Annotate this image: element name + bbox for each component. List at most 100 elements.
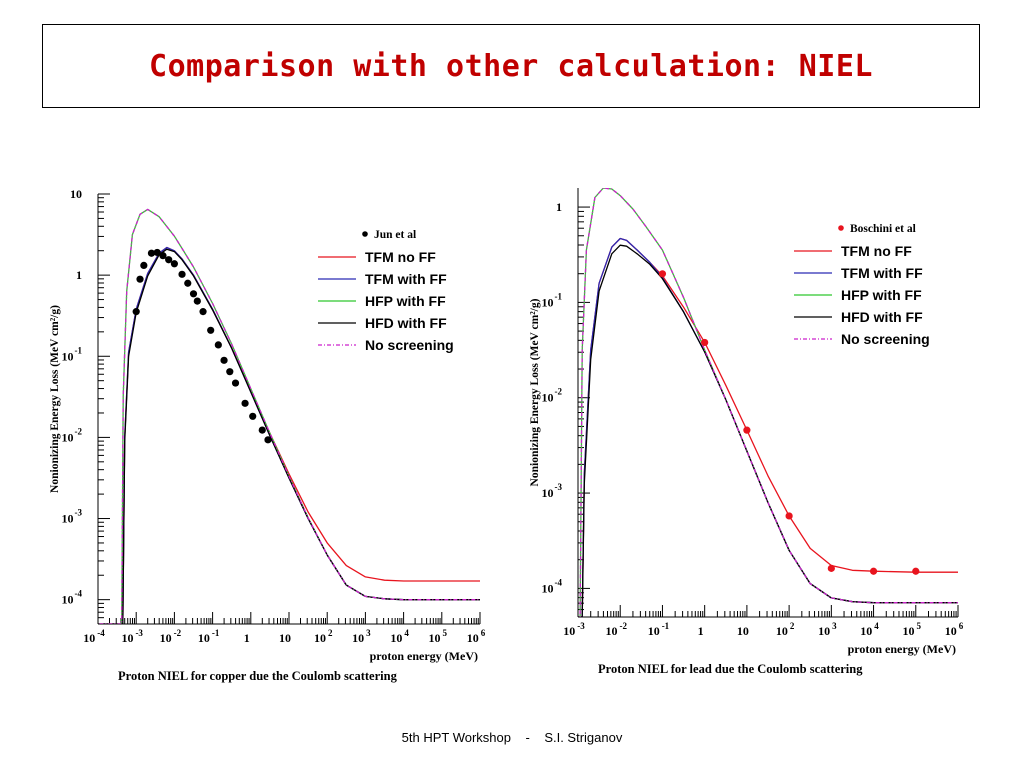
data-point bbox=[159, 252, 167, 260]
series-group bbox=[98, 208, 480, 624]
legend-label: TFM no FF bbox=[365, 249, 436, 265]
x-axis-label: proton energy (MeV) bbox=[370, 649, 478, 663]
data-point bbox=[241, 399, 249, 407]
series-line-hfd-with-ff bbox=[98, 248, 480, 624]
x-tick-label: 10 -2 bbox=[160, 628, 182, 645]
data-point bbox=[743, 426, 751, 434]
x-tick-exponent: 4 bbox=[874, 621, 879, 631]
y-tick-label: 10 bbox=[70, 187, 82, 201]
x-tick-label: 10 bbox=[737, 624, 749, 638]
legend-label: HFD with FF bbox=[841, 309, 923, 325]
chart-legend: Boschini et al TFM no FF TFM with FF HFP wi… bbox=[794, 223, 930, 347]
x-tick-exponent: 5 bbox=[917, 621, 922, 631]
slide-title: Comparison with other calculation: NIEL bbox=[149, 48, 873, 84]
y-tick-exponent: -3 bbox=[75, 508, 83, 518]
data-point bbox=[178, 270, 186, 278]
x-tick-label: 10 3 bbox=[818, 621, 837, 638]
x-tick-exponent: -2 bbox=[174, 628, 182, 638]
y-tick-label: 10-3 bbox=[542, 482, 563, 500]
y-tick-label: 10-1 bbox=[62, 345, 83, 363]
legend-marker-label: Jun et al bbox=[374, 229, 416, 241]
footer-workshop: 5th HPT Workshop bbox=[401, 730, 511, 745]
x-tick-exponent: 2 bbox=[328, 628, 333, 638]
x-tick-exponent: -4 bbox=[97, 628, 105, 638]
x-tick-label: 10 3 bbox=[352, 628, 371, 645]
x-tick-label: 1 bbox=[698, 624, 704, 638]
x-tick-exponent: 5 bbox=[443, 628, 448, 638]
x-tick-label: 1 bbox=[244, 631, 250, 645]
x-tick-exponent: -1 bbox=[212, 628, 220, 638]
y-tick-exponent: -3 bbox=[555, 482, 563, 492]
y-tick-exponent: -4 bbox=[75, 589, 83, 599]
x-tick-exponent: 6 bbox=[481, 628, 486, 638]
data-point bbox=[869, 567, 878, 575]
data-point bbox=[785, 512, 793, 520]
legend-label: HFP with FF bbox=[841, 287, 922, 303]
data-point bbox=[140, 261, 148, 269]
y-tick-label: 10-4 bbox=[62, 589, 83, 607]
y-tick-label: 10-3 bbox=[62, 508, 83, 526]
legend-label: No screening bbox=[365, 337, 454, 353]
y-axis-label: Nonionizing Energy Loss (MeV cm²/g) bbox=[529, 298, 541, 486]
y-tick-exponent: -2 bbox=[75, 426, 83, 436]
y-tick-exponent: -1 bbox=[555, 291, 563, 301]
y-tick-label: 10-4 bbox=[542, 577, 563, 595]
x-tick-label: 10 5 bbox=[903, 621, 922, 638]
copper-niel-chart: 10 -4 10 -3 10 -2 10 -1 1 10 10 2 10 3 10 4 10 5 10 6 10 1 10-… bbox=[49, 187, 486, 683]
x-tick-exponent: 3 bbox=[366, 628, 371, 638]
x-tick-exponent: 2 bbox=[790, 621, 795, 631]
series-line-no-screening bbox=[578, 188, 958, 617]
footer-author: S.I. Striganov bbox=[544, 730, 623, 745]
data-point bbox=[170, 260, 178, 268]
chart-title: Proton NIEL for copper due the Coulomb s… bbox=[118, 669, 398, 683]
chart-legend: Jun et al TFM no FF TFM with FF HFP with FF… bbox=[318, 229, 454, 353]
legend-marker bbox=[362, 231, 368, 237]
data-point bbox=[189, 290, 198, 298]
x-tick-label: 10 -2 bbox=[605, 621, 627, 638]
data-point bbox=[153, 248, 161, 257]
x-tick-exponent: -3 bbox=[135, 628, 143, 638]
y-tick-label: 10-2 bbox=[542, 387, 563, 405]
series-line-hfd-with-ff bbox=[578, 244, 958, 617]
y-axis-label: Nonionizing Energy Loss (MeV cm²/g) bbox=[49, 305, 61, 493]
data-point bbox=[214, 341, 222, 349]
y-tick-label: 1 bbox=[556, 200, 562, 214]
data-point bbox=[165, 256, 173, 264]
x-tick-exponent: -2 bbox=[619, 621, 627, 631]
title-box: Comparison with other calculation: NIEL bbox=[42, 24, 980, 108]
data-point bbox=[184, 279, 192, 287]
y-tick-exponent: -1 bbox=[75, 345, 83, 355]
y-tick-label: 10-2 bbox=[62, 426, 83, 444]
data-point bbox=[701, 338, 709, 347]
data-point bbox=[658, 270, 667, 278]
data-point bbox=[249, 412, 257, 420]
footer-separator: - bbox=[525, 730, 530, 745]
data-point bbox=[220, 356, 228, 364]
data-point bbox=[226, 368, 234, 376]
y-tick-exponent: -2 bbox=[555, 387, 563, 397]
data-point bbox=[231, 379, 240, 387]
x-tick-label: 10 -3 bbox=[121, 628, 143, 645]
data-point bbox=[827, 564, 835, 572]
legend-label: TFM with FF bbox=[365, 271, 447, 287]
legend-label: HFD with FF bbox=[365, 315, 447, 331]
legend-label: HFP with FF bbox=[365, 293, 446, 309]
x-tick-exponent: 4 bbox=[404, 628, 409, 638]
x-tick-label: 10 5 bbox=[429, 628, 448, 645]
legend-label: TFM with FF bbox=[841, 265, 923, 281]
legend-label: TFM no FF bbox=[841, 243, 912, 259]
data-point bbox=[136, 275, 144, 283]
x-tick-label: 10 -4 bbox=[83, 628, 105, 645]
y-tick-label: 1 bbox=[76, 268, 82, 282]
x-tick-label: 10 -3 bbox=[563, 621, 585, 638]
slide-footer: 5th HPT Workshop - S.I. Striganov bbox=[0, 730, 1024, 745]
x-tick-label: 10 4 bbox=[860, 621, 879, 638]
data-point bbox=[207, 326, 215, 334]
x-tick-label: 10 6 bbox=[945, 621, 964, 638]
data-point bbox=[147, 249, 156, 257]
x-tick-label: 10 bbox=[279, 631, 291, 645]
x-tick-exponent: -3 bbox=[577, 621, 585, 631]
y-tick-label: 10-1 bbox=[542, 291, 563, 309]
series-group bbox=[578, 188, 958, 617]
x-tick-exponent: -1 bbox=[662, 621, 670, 631]
